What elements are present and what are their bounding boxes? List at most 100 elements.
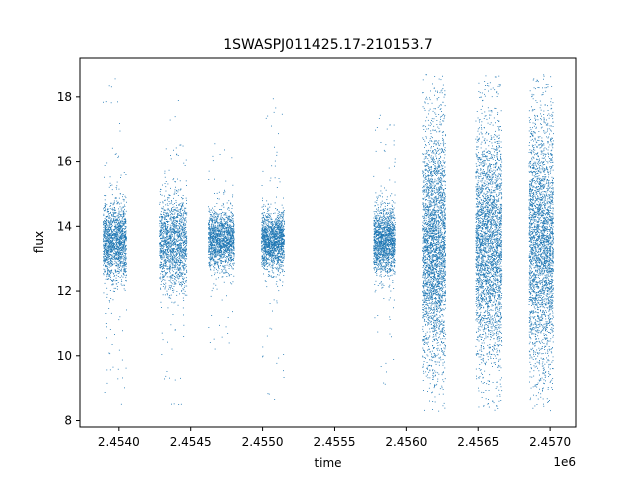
data-point (215, 253, 217, 255)
data-point (222, 238, 224, 240)
data-point (166, 268, 168, 270)
data-point (228, 243, 229, 245)
data-point (226, 215, 228, 217)
data-point (230, 245, 232, 246)
data-point (185, 207, 187, 209)
data-point (219, 238, 221, 240)
data-point (217, 227, 219, 229)
data-point (232, 194, 234, 196)
data-point (113, 246, 115, 248)
data-point (114, 256, 116, 258)
data-point (221, 237, 223, 239)
data-point (209, 210, 210, 212)
data-point (175, 262, 177, 264)
data-point (166, 226, 168, 228)
data-point (214, 222, 216, 224)
data-point (112, 242, 114, 244)
data-point (227, 217, 229, 219)
data-point (223, 251, 225, 253)
data-point (185, 247, 187, 249)
data-point (184, 274, 186, 275)
data-point (174, 231, 175, 233)
data-point (271, 260, 273, 262)
data-point (178, 189, 180, 191)
data-point (172, 231, 173, 233)
data-point (214, 256, 215, 258)
data-point (174, 209, 176, 211)
data-point (226, 221, 228, 223)
data-point (217, 213, 219, 215)
data-point (116, 244, 118, 246)
data-point (183, 234, 185, 236)
data-point (172, 249, 174, 251)
data-point (120, 256, 122, 258)
data-point (220, 241, 222, 243)
data-point (169, 233, 171, 235)
data-point (114, 250, 115, 252)
data-point (223, 230, 225, 232)
data-point (212, 230, 214, 232)
data-point (219, 233, 220, 235)
data-point (126, 201, 127, 203)
data-point (111, 202, 113, 204)
data-point (179, 267, 181, 269)
data-point (111, 251, 112, 253)
data-point (105, 243, 107, 245)
data-point (160, 215, 162, 217)
data-point (168, 209, 169, 211)
data-point (105, 230, 107, 232)
data-point (165, 282, 167, 284)
data-point (176, 234, 178, 235)
data-point (224, 247, 226, 249)
data-point (278, 225, 280, 227)
data-point (224, 219, 226, 220)
data-point (183, 256, 185, 258)
data-point (231, 227, 232, 229)
data-point (222, 227, 224, 229)
data-point (224, 233, 226, 235)
data-point (232, 246, 234, 247)
data-point (230, 256, 231, 258)
data-point (185, 250, 187, 252)
data-point (175, 200, 177, 201)
data-point (229, 246, 230, 248)
data-point (262, 244, 264, 246)
data-point (186, 270, 188, 272)
data-point (106, 229, 108, 230)
data-point (168, 256, 170, 258)
data-point (279, 223, 280, 225)
data-point (224, 223, 226, 225)
data-point (216, 272, 218, 274)
data-point (159, 251, 161, 253)
data-point (125, 249, 127, 250)
data-point (177, 267, 179, 269)
data-point (181, 247, 183, 249)
data-point (170, 246, 172, 248)
data-point (233, 239, 235, 240)
data-point (122, 240, 124, 242)
data-point (209, 257, 211, 259)
data-point (117, 250, 119, 252)
data-point (181, 229, 183, 230)
data-point (163, 237, 164, 239)
data-point (115, 246, 117, 248)
data-point (224, 214, 225, 216)
data-point (283, 245, 285, 247)
data-point (124, 269, 125, 271)
data-point (107, 246, 109, 247)
data-point (182, 236, 184, 238)
data-point (110, 273, 111, 274)
data-point (125, 268, 127, 269)
data-point (112, 250, 113, 252)
data-point (117, 260, 119, 262)
data-point (116, 233, 118, 235)
data-point (166, 272, 168, 274)
data-point (123, 248, 125, 250)
data-point (119, 239, 121, 240)
data-point (231, 228, 233, 230)
data-point (224, 189, 225, 191)
data-point (217, 242, 219, 244)
data-point (230, 202, 231, 204)
data-point (174, 251, 176, 253)
data-point (184, 273, 186, 275)
